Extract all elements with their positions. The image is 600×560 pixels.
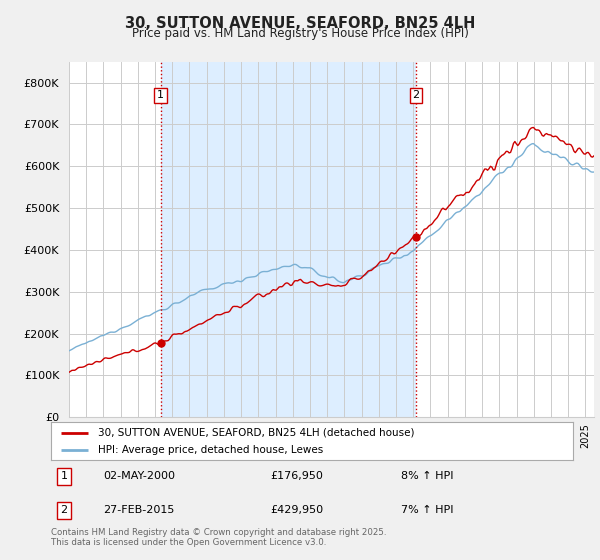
Text: 02-MAY-2000: 02-MAY-2000 bbox=[103, 472, 175, 482]
Text: 30, SUTTON AVENUE, SEAFORD, BN25 4LH: 30, SUTTON AVENUE, SEAFORD, BN25 4LH bbox=[125, 16, 475, 31]
Text: 1: 1 bbox=[61, 472, 68, 482]
Text: Contains HM Land Registry data © Crown copyright and database right 2025.
This d: Contains HM Land Registry data © Crown c… bbox=[51, 528, 386, 547]
Text: 8% ↑ HPI: 8% ↑ HPI bbox=[401, 472, 453, 482]
Text: 30, SUTTON AVENUE, SEAFORD, BN25 4LH (detached house): 30, SUTTON AVENUE, SEAFORD, BN25 4LH (de… bbox=[98, 427, 415, 437]
Bar bbox=[161, 62, 416, 417]
Text: 27-FEB-2015: 27-FEB-2015 bbox=[103, 505, 175, 515]
Text: Price paid vs. HM Land Registry's House Price Index (HPI): Price paid vs. HM Land Registry's House … bbox=[131, 27, 469, 40]
Text: HPI: Average price, detached house, Lewes: HPI: Average price, detached house, Lewe… bbox=[98, 445, 323, 455]
Text: 1: 1 bbox=[157, 90, 164, 100]
Text: 7% ↑ HPI: 7% ↑ HPI bbox=[401, 505, 453, 515]
Text: £429,950: £429,950 bbox=[270, 505, 323, 515]
Text: £176,950: £176,950 bbox=[270, 472, 323, 482]
Text: 2: 2 bbox=[61, 505, 68, 515]
Text: 2: 2 bbox=[412, 90, 419, 100]
